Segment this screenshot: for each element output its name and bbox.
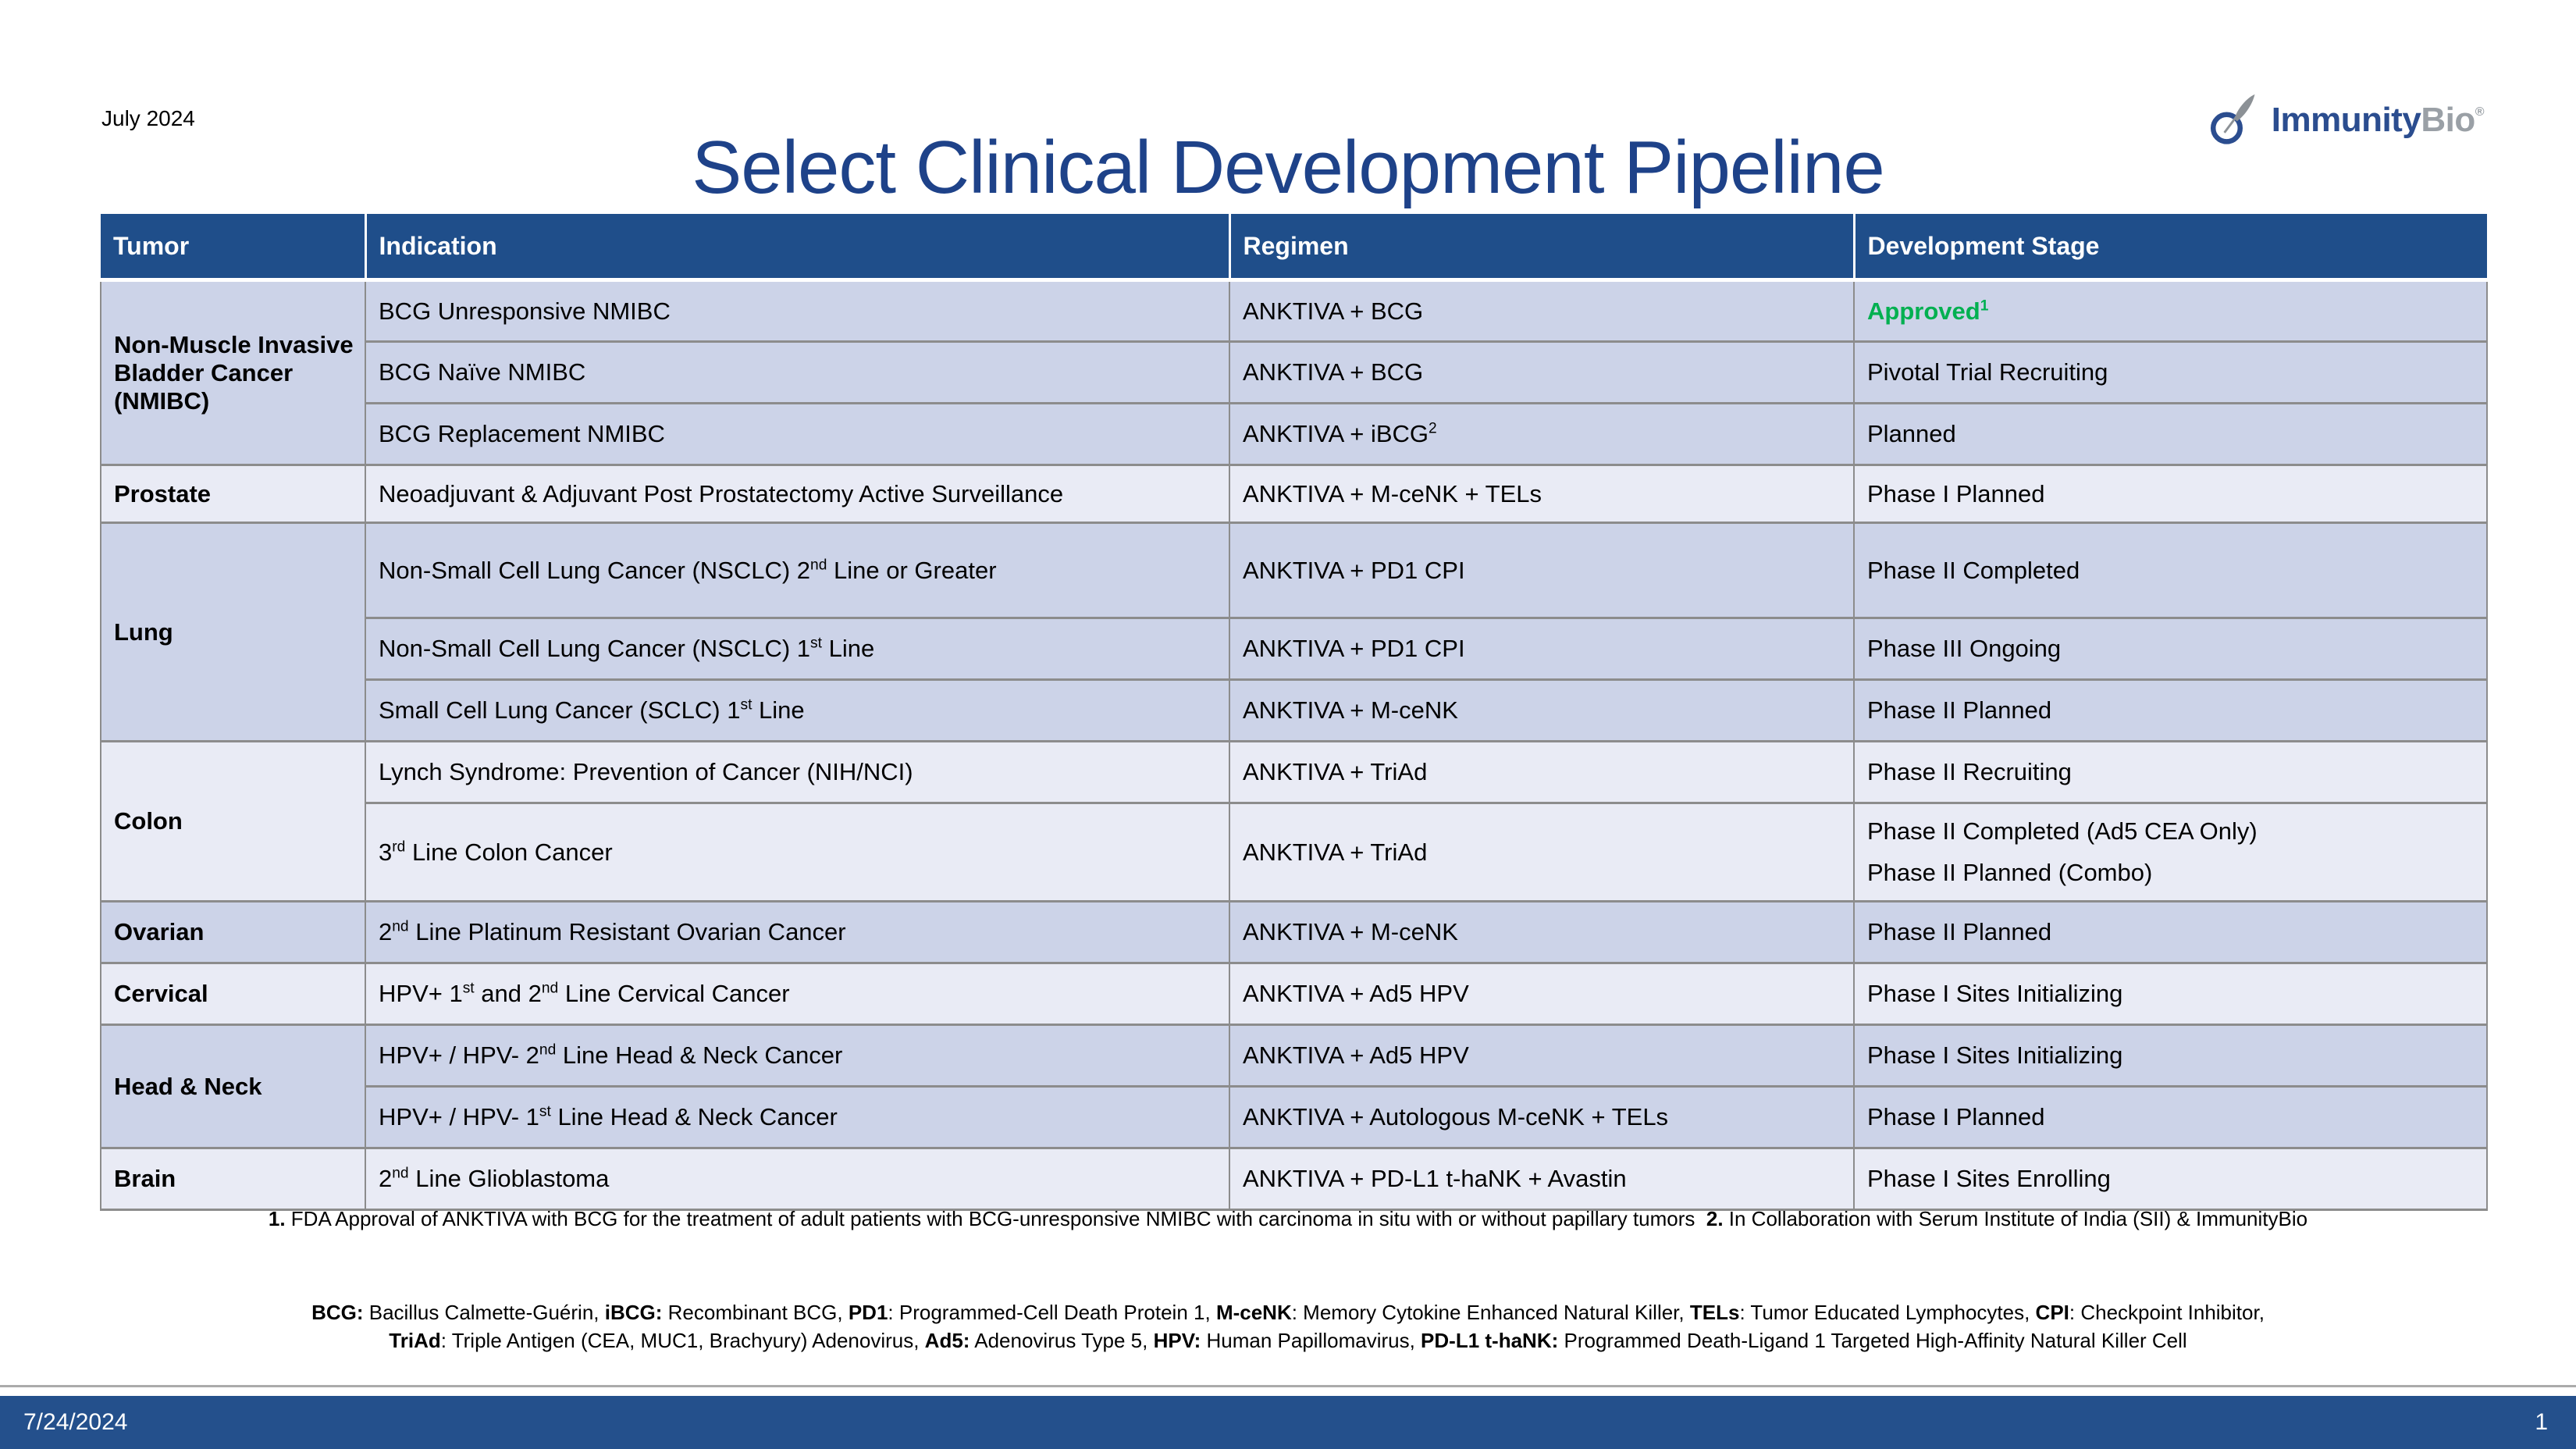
indication-cell: Non-Small Cell Lung Cancer (NSCLC) 2nd L… xyxy=(365,522,1230,619)
table-row: Ovarian 2nd Line Platinum Resistant Ovar… xyxy=(100,900,2488,964)
registered-mark: ® xyxy=(2475,105,2485,119)
slide-date: July 2024 xyxy=(101,106,195,130)
table-row: Head & Neck HPV+ / HPV- 2nd Line Head & … xyxy=(100,1024,2488,1149)
tumor-cell-brain: Brain xyxy=(100,1147,366,1211)
immunitybio-logo: ImmunityBio® xyxy=(2208,92,2485,148)
indication-cell: BCG Naïve NMIBC xyxy=(365,340,1230,404)
regimen-cell: ANKTIVA + PD-L1 t-haNK + Avastin xyxy=(1229,1147,1855,1211)
stage-cell: Phase I Planned xyxy=(1853,1085,2488,1149)
tumor-cell-colon: Colon xyxy=(100,740,366,903)
indication-cell: Neoadjuvant & Adjuvant Post Prostatectom… xyxy=(365,464,1230,524)
stage-cell: Phase I Planned xyxy=(1853,464,2488,524)
indication-cell: Non-Small Cell Lung Cancer (NSCLC) 1st L… xyxy=(365,617,1230,681)
abbreviations-line-1: BCG: Bacillus Calmette-Guérin, iBCG: Rec… xyxy=(311,1301,2265,1324)
stage-cell: Planned xyxy=(1853,402,2488,466)
stage-cell: Phase II Planned xyxy=(1853,678,2488,742)
table-row: BCG Replacement NMIBC ANKTIVA + iBCG2 Pl… xyxy=(101,402,2488,466)
indication-cell: BCG Unresponsive NMIBC xyxy=(365,279,1230,343)
header-regimen: Regimen xyxy=(1229,214,1856,282)
indication-cell: BCG Replacement NMIBC xyxy=(365,402,1230,466)
regimen-cell: ANKTIVA + M-ceNK xyxy=(1229,678,1855,742)
indication-cell: 3rd Line Colon Cancer xyxy=(365,802,1230,903)
header-development-stage: Development Stage xyxy=(1854,214,2487,282)
footer-bar: 7/24/2024 1 xyxy=(0,1396,2576,1449)
table-row: Lung Non-Small Cell Lung Cancer (NSCLC) … xyxy=(100,522,2488,742)
regimen-cell: ANKTIVA + PD1 CPI xyxy=(1229,522,1855,619)
footnote-line: 1. FDA Approval of ANKTIVA with BCG for … xyxy=(268,1207,2308,1230)
regimen-cell: ANKTIVA + PD1 CPI xyxy=(1229,617,1855,681)
regimen-cell: ANKTIVA + M-ceNK + TELs xyxy=(1229,464,1855,524)
stage-cell: Phase II Planned xyxy=(1853,900,2488,964)
indication-cell: Lynch Syndrome: Prevention of Cancer (NI… xyxy=(365,740,1230,804)
indication-cell: HPV+ 1st and 2nd Line Cervical Cancer xyxy=(365,962,1230,1026)
stage-cell: Pivotal Trial Recruiting xyxy=(1853,340,2488,404)
table-row: Brain 2nd Line Glioblastoma ANKTIVA + PD… xyxy=(100,1147,2488,1211)
table-header-row: Tumor Indication Regimen Development Sta… xyxy=(101,214,2487,282)
table-row: HPV+ / HPV- 1st Line Head & Neck Cancer … xyxy=(101,1085,2488,1149)
table-row: Prostate Neoadjuvant & Adjuvant Post Pro… xyxy=(100,464,2488,524)
footer-page-number: 1 xyxy=(2535,1409,2548,1435)
regimen-cell: ANKTIVA + TriAd xyxy=(1229,740,1855,804)
table-row: Non-Small Cell Lung Cancer (NSCLC) 1st L… xyxy=(101,617,2488,681)
indication-cell: HPV+ / HPV- 1st Line Head & Neck Cancer xyxy=(365,1085,1230,1149)
indication-cell: 2nd Line Glioblastoma xyxy=(365,1147,1230,1211)
stage-cell: Phase III Ongoing xyxy=(1853,617,2488,681)
logo-wordmark: ImmunityBio® xyxy=(2271,101,2485,139)
header-tumor: Tumor xyxy=(101,214,367,282)
stage-cell: Phase II Completed xyxy=(1853,522,2488,619)
table-row: Cervical HPV+ 1st and 2nd Line Cervical … xyxy=(100,962,2488,1026)
stage-cell: Phase II Completed (Ad5 CEA Only) Phase … xyxy=(1853,802,2488,903)
regimen-cell: ANKTIVA + Ad5 HPV xyxy=(1229,1024,1855,1088)
regimen-cell: ANKTIVA + M-ceNK xyxy=(1229,900,1855,964)
table-row: Non-Muscle Invasive Bladder Cancer (NMIB… xyxy=(100,279,2488,466)
footer-divider xyxy=(0,1385,2576,1387)
indication-cell: 2nd Line Platinum Resistant Ovarian Canc… xyxy=(365,900,1230,964)
tumor-cell-ovarian: Ovarian xyxy=(100,900,366,964)
stage-cell: Phase I Sites Enrolling xyxy=(1853,1147,2488,1211)
regimen-cell: ANKTIVA + BCG xyxy=(1229,340,1855,404)
quill-circle-icon xyxy=(2208,92,2264,148)
table-row: 3rd Line Colon Cancer ANKTIVA + TriAd Ph… xyxy=(101,802,2488,903)
regimen-cell: ANKTIVA + TriAd xyxy=(1229,802,1855,903)
indication-cell: Small Cell Lung Cancer (SCLC) 1st Line xyxy=(365,678,1230,742)
stage-cell: Phase I Sites Initializing xyxy=(1853,1024,2488,1088)
regimen-cell: ANKTIVA + iBCG2 xyxy=(1229,402,1855,466)
tumor-cell-nmibc: Non-Muscle Invasive Bladder Cancer (NMIB… xyxy=(100,279,366,466)
tumor-cell-cervical: Cervical xyxy=(100,962,366,1026)
table-row: Colon Lynch Syndrome: Prevention of Canc… xyxy=(100,740,2488,903)
regimen-cell: ANKTIVA + Ad5 HPV xyxy=(1229,962,1855,1026)
regimen-cell: ANKTIVA + BCG xyxy=(1229,279,1855,343)
stage-cell: Phase I Sites Initializing xyxy=(1853,962,2488,1026)
header-indication: Indication xyxy=(365,214,1231,282)
tumor-cell-head-neck: Head & Neck xyxy=(100,1024,366,1149)
table-row: Small Cell Lung Cancer (SCLC) 1st Line A… xyxy=(101,678,2488,742)
page-title: Select Clinical Development Pipeline xyxy=(692,126,1884,210)
indication-cell: HPV+ / HPV- 2nd Line Head & Neck Cancer xyxy=(365,1024,1230,1088)
abbreviations-block: BCG: Bacillus Calmette-Guérin, iBCG: Rec… xyxy=(0,1299,2576,1355)
stage-cell: Phase II Recruiting xyxy=(1853,740,2488,804)
tumor-cell-prostate: Prostate xyxy=(100,464,366,524)
table-row: BCG Naïve NMIBC ANKTIVA + BCG Pivotal Tr… xyxy=(101,340,2488,404)
tumor-cell-lung: Lung xyxy=(100,522,366,742)
regimen-cell: ANKTIVA + Autologous M-ceNK + TELs xyxy=(1229,1085,1855,1149)
footer-date: 7/24/2024 xyxy=(23,1409,128,1435)
abbreviations-line-2: TriAd: Triple Antigen (CEA, MUC1, Brachy… xyxy=(389,1328,2187,1352)
pipeline-table: Tumor Indication Regimen Development Sta… xyxy=(100,214,2488,1211)
stage-cell-approved: Approved1 xyxy=(1853,279,2488,343)
